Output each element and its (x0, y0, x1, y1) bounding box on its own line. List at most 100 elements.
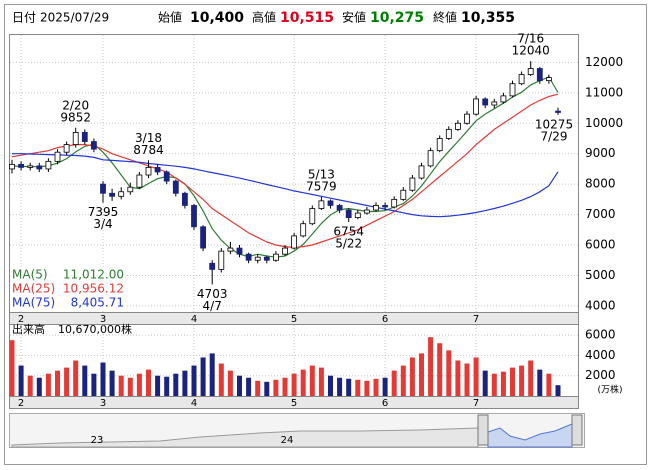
date-label: 日付 (12, 11, 36, 25)
y-tick-label: 10000 (585, 116, 623, 130)
candle-body (445, 128, 452, 139)
header-label: 始値 (158, 10, 182, 25)
volume-bar (419, 353, 424, 396)
candle-body (527, 68, 534, 75)
annotation-value: 4703 (197, 287, 228, 301)
volume-bar (309, 365, 315, 396)
annotation-date: 3/18 (135, 131, 162, 145)
annotation-date: 7/29 (541, 129, 568, 143)
volume-bar (109, 370, 115, 396)
volume-bar (73, 360, 79, 396)
y-tick-label: 9000 (585, 146, 616, 160)
volume-bar (510, 367, 515, 396)
y-tick-label: 4000 (585, 348, 616, 362)
candle-body (181, 192, 188, 206)
volume-bar (555, 385, 561, 396)
candle-body (200, 226, 207, 249)
header-value: 10,275 (370, 10, 424, 26)
volume-title: 出来高 (12, 322, 45, 336)
candle-body (100, 183, 106, 194)
volume-bar (482, 370, 488, 396)
y-tick-label: 6000 (585, 328, 616, 342)
x-tick-label: 4 (191, 398, 197, 409)
candle-body (263, 256, 270, 261)
header-value: 10,400 (190, 10, 244, 26)
navigator-handle[interactable] (571, 414, 583, 446)
candle-body (500, 95, 507, 103)
candle-body (409, 177, 416, 191)
annotation-date: 4/7 (203, 299, 222, 313)
header-value: 10,515 (280, 10, 334, 26)
volume-bar (546, 373, 552, 396)
annotation-value: 9852 (60, 110, 91, 124)
annotation-date: 3/4 (93, 217, 112, 231)
candle-body (218, 250, 225, 270)
ma-line (11, 76, 559, 258)
candle-body (546, 77, 552, 82)
candle-body (163, 171, 170, 182)
x-tick-label: 6 (382, 314, 388, 325)
volume-bar (500, 371, 506, 396)
candle-body (191, 205, 197, 228)
candle-body (54, 151, 61, 162)
candle-body (327, 200, 334, 206)
volume-bar (264, 381, 270, 396)
candle-body (400, 189, 407, 200)
volume-bar (136, 373, 142, 396)
volume-bar (45, 373, 51, 396)
volume-latest: 10,670,000株 (58, 322, 132, 336)
annotation-value: 12040 (512, 44, 550, 58)
volume-unit: (万株) (597, 384, 622, 396)
candle-body (63, 144, 70, 153)
candle-body (136, 174, 143, 188)
candle-body (272, 253, 279, 261)
volume-bar (318, 367, 324, 396)
ma-line (12, 153, 559, 218)
candle-body (536, 68, 543, 82)
candle-body (72, 132, 79, 145)
volume-bar (464, 363, 470, 396)
candle-body (109, 192, 115, 197)
candle-body (482, 98, 489, 106)
annotation-value: 7579 (306, 179, 337, 193)
volume-bar (446, 350, 452, 396)
annotation-date: 5/13 (308, 167, 335, 181)
volume-bar (18, 365, 24, 396)
annotation-value: 7395 (88, 205, 119, 219)
x-tick-label: 6 (382, 398, 388, 409)
candle-body (491, 101, 498, 106)
candle-body (154, 167, 161, 173)
candle-body (282, 247, 288, 255)
candle-body (118, 191, 125, 197)
candle-body (309, 208, 316, 225)
navigator-handle[interactable] (477, 414, 489, 446)
volume-bar (173, 373, 179, 396)
x-tick-label: 3 (100, 314, 106, 325)
volume-bar (237, 375, 242, 396)
month-strip (9, 396, 579, 409)
candle-body (518, 74, 525, 85)
y-tick-label: 7000 (585, 207, 616, 221)
navigator-label: 23 (91, 435, 104, 446)
candle-body (418, 165, 425, 179)
candle-body (81, 132, 88, 142)
volume-bar (200, 357, 206, 396)
candle-body (363, 209, 370, 214)
volume-bar (409, 357, 415, 396)
volume-bar (182, 370, 188, 396)
candle-body (145, 167, 152, 176)
annotation-value: 6754 (333, 225, 364, 239)
volume-bar (455, 360, 461, 396)
candle-body (227, 247, 234, 252)
candle-body (254, 256, 261, 261)
y-tick-label: 5000 (585, 268, 616, 282)
header-label: 終値 (433, 10, 457, 25)
candle-body (354, 212, 361, 219)
volume-bar (27, 375, 33, 396)
volume-bar (391, 370, 397, 396)
volume-bar (364, 380, 370, 396)
candle-body (291, 235, 298, 249)
candle-body (127, 186, 134, 193)
y-tick-label: 4000 (585, 298, 616, 312)
volume-bar (9, 340, 15, 396)
